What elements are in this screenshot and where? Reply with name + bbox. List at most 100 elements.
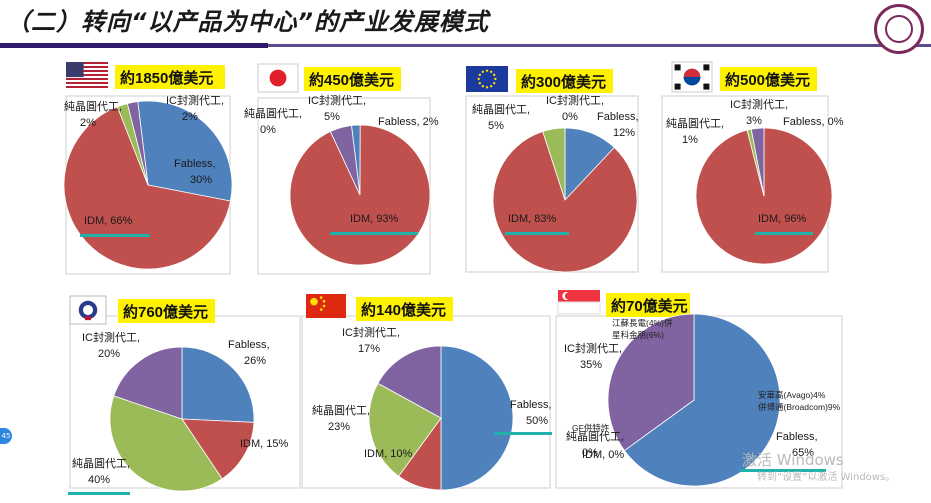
slice-label-idm: IDM, 10%	[364, 448, 413, 460]
emphasis-underline	[68, 492, 130, 495]
slice-value-ic: 17%	[358, 343, 380, 355]
chart-annotation: 江蘇長電(4%)併	[612, 318, 673, 328]
slice-value-fabless: 50%	[526, 415, 548, 427]
title-highlight	[304, 67, 401, 91]
university-seal-logo	[874, 4, 924, 54]
slice-value-ic: 3%	[746, 115, 762, 127]
korea-flag-icon	[671, 61, 713, 93]
slice-label-idm: IDM, 83%	[508, 213, 557, 225]
slice-fabless	[440, 345, 514, 491]
slice-label-idm: IDM, 66%	[84, 215, 133, 227]
slice-value-foundry: 0%	[582, 447, 598, 459]
chart-title: 約450億美元	[309, 71, 394, 89]
slice-label-ic: IC封測代工,	[546, 93, 604, 107]
eu-flag-icon	[466, 66, 508, 92]
slice-value-foundry: 1%	[682, 134, 698, 146]
slice-label-foundry: 純晶圓代工,	[64, 100, 122, 113]
usa-flag-icon	[66, 62, 108, 88]
slice-fabless	[137, 100, 233, 202]
slice-label-fabless: Fabless,	[174, 158, 216, 170]
slice-label-fabless: Fabless,	[510, 399, 552, 411]
chart-title: 約500億美元	[725, 71, 810, 89]
slice-ic	[329, 125, 361, 196]
slice-value-ic: 2%	[182, 111, 198, 123]
slice-label-ic: IC封測代工,	[308, 93, 366, 107]
page-title: （二）转向“以产品为中心”的产业发展模式	[6, 8, 489, 36]
slice-label-idm: IDM, 93%	[350, 213, 399, 225]
chart-annotation: 安華高(Avago)4%	[758, 390, 826, 400]
slice-ic	[126, 101, 149, 186]
pie-chart-0: 約1850億美元 Fabless, 30% IDM, 66% 純晶圓代工, 2% IC封測代…	[63, 62, 233, 275]
slice-label-foundry: 純晶圓代工,	[472, 103, 530, 116]
slice-fabless	[181, 346, 255, 423]
slice-label-fabless: Fabless,	[597, 111, 639, 123]
emphasis-underline	[755, 232, 813, 235]
slice-value-ic: 5%	[324, 111, 340, 123]
slice-label-idm: IDM, 0%	[582, 449, 624, 461]
pie-chart-3: 約500億美元 Fabless, 0% IDM, 96% 純晶圓代工, 1% IC封測代工…	[661, 61, 844, 273]
slice-label-ic: IC封測代工,	[342, 325, 400, 339]
slice-label-fabless: Fabless,	[776, 431, 818, 443]
pie-chart-6: 約70億美元 Fabless, 65% IDM, 0% 純晶圓代工, 0% IC封測代工, 3…	[555, 290, 843, 489]
slice-value-foundry: 2%	[80, 117, 96, 129]
activation-watermark: 激活 Windows	[742, 451, 844, 469]
chart-title: 約300億美元	[521, 73, 606, 91]
slice-label-foundry: 純晶圓代工,	[72, 457, 130, 470]
header-divider-accent	[0, 43, 268, 48]
slice-ic	[750, 127, 765, 197]
slice-value-foundry: 40%	[88, 474, 110, 486]
title-highlight	[356, 297, 453, 321]
slice-idm	[181, 418, 255, 480]
chart-title: 約1850億美元	[120, 69, 213, 87]
slice-ic	[113, 346, 183, 420]
slice-value-foundry: 5%	[488, 120, 504, 132]
slice-label-foundry: 純晶圓代工,	[666, 117, 724, 130]
emphasis-underline	[330, 232, 418, 235]
emphasis-underline	[505, 232, 569, 235]
slice-label-fabless: Fabless, 0%	[783, 116, 844, 128]
slice-label-fabless: Fabless,	[228, 339, 270, 351]
emphasis-underline	[494, 432, 552, 435]
slice-label-foundry: 純晶圓代工,	[566, 430, 624, 443]
chart-annotation: 星科金朋(6%)	[612, 330, 664, 340]
slice-idm	[63, 106, 231, 270]
slice-foundry	[368, 382, 442, 477]
slice-value-fabless: 26%	[244, 355, 266, 367]
pie-chart-1: 約450億美元 Fabless, 2% IDM, 93% 純晶圓代工, 0% IC封測代工…	[244, 63, 439, 275]
slice-label-idm: IDM, 15%	[240, 438, 289, 450]
slice-foundry	[542, 127, 566, 201]
slice-value-fabless: 30%	[190, 174, 212, 186]
pie-chart-4: 約760億美元 Fabless, 26% IDM, 15% 純晶圓代工, 40% IC封測代…	[68, 295, 301, 495]
slice-value-ic: 35%	[580, 359, 602, 371]
japan-flag-icon	[257, 63, 299, 93]
page-number-badge: 45	[0, 428, 12, 444]
slice-fabless	[623, 313, 781, 487]
slice-label-idm: IDM, 96%	[758, 213, 807, 225]
singapore-flag-icon	[557, 290, 601, 315]
title-highlight	[115, 65, 225, 89]
slice-value-ic: 0%	[562, 111, 578, 123]
taiwan-flag-icon	[69, 295, 107, 325]
slice-label-fabless: Fabless, 2%	[378, 116, 439, 128]
title-highlight	[118, 299, 215, 323]
slice-label-ic: IC封測代工,	[730, 97, 788, 111]
slice-ic	[607, 313, 695, 452]
slice-value-fabless: 65%	[792, 447, 814, 459]
title-highlight	[516, 69, 613, 93]
pie-chart-2: 約300億美元 Fabless, 12% IDM, 83% 純晶圓代工, 5% IC封測代工…	[465, 66, 639, 273]
chart-title: 約140億美元	[361, 301, 446, 319]
pie-chart-5: 約140億美元 Fabless, 50% IDM, 10% 純晶圓代工, 23% IC封測代…	[301, 294, 552, 491]
slice-value-fabless: 12%	[613, 127, 635, 139]
chart-annotation: GF併特許	[572, 423, 610, 433]
chart-title: 約70億美元	[611, 297, 688, 315]
slice-label-ic: IC封測代工,	[166, 93, 224, 107]
activation-watermark-hint: 转到“设置”以激活 Windows。	[757, 472, 896, 483]
chart-title: 約760億美元	[123, 303, 208, 321]
slice-ic	[377, 345, 442, 419]
title-highlight	[720, 67, 817, 91]
slice-label-foundry: 純晶圓代工,	[244, 107, 302, 120]
china-flag-icon	[306, 294, 346, 318]
slice-idm	[492, 131, 638, 273]
slice-foundry	[109, 395, 223, 492]
